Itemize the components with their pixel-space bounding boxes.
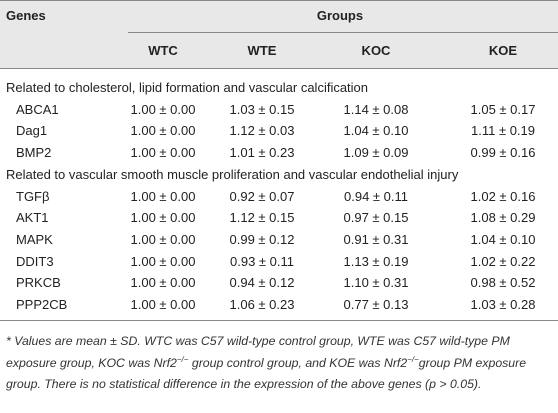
groups-rule	[128, 32, 558, 33]
cell-value: 1.00 ± 0.00	[130, 123, 196, 139]
cell-value: 1.02 ± 0.22	[470, 253, 536, 269]
cell-value: 1.04 ± 0.10	[343, 123, 409, 139]
cell-value: 1.10 ± 0.31	[343, 275, 409, 291]
footnote-text: group PM exposure group. There is no sta…	[6, 355, 527, 392]
gene-name: DDIT3	[16, 253, 54, 269]
cell-value: 0.77 ± 0.13	[343, 297, 409, 312]
top-rule	[0, 0, 558, 1]
cell-value: 1.00 ± 0.00	[130, 297, 196, 312]
cell-value: 0.94 ± 0.11	[344, 188, 408, 204]
cell-value: 1.03 ± 0.15	[229, 101, 295, 117]
gene-name: PPP2CB	[16, 297, 68, 312]
cell-value: 0.91 ± 0.31	[343, 231, 409, 247]
cell-value: 1.06 ± 0.23	[229, 297, 295, 312]
cell-value: 1.14 ± 0.08	[343, 101, 409, 117]
gene-name: TGFβ	[16, 188, 50, 204]
cell-value: 1.02 ± 0.16	[470, 188, 536, 204]
footnote-text: group control group, and KOE was Nrf2	[188, 355, 408, 370]
cell-value: 1.12 ± 0.15	[229, 210, 295, 226]
groups-header: Groups	[316, 8, 364, 23]
gene-name: AKT1	[16, 210, 49, 226]
cell-value: 0.99 ± 0.16	[470, 145, 536, 161]
gene-name: ABCA1	[16, 101, 59, 117]
cell-value: 1.00 ± 0.00	[130, 231, 196, 247]
cell-value: 1.00 ± 0.00	[130, 188, 196, 204]
cell-value: 1.13 ± 0.19	[343, 253, 409, 269]
section-title: Related to vascular smooth muscle prolif…	[6, 166, 459, 182]
genes-header: Genes	[6, 8, 46, 23]
cell-value: 1.00 ± 0.00	[130, 210, 196, 226]
section-title: Related to cholesterol, lipid formation …	[6, 80, 369, 95]
cell-value: 0.98 ± 0.52	[470, 275, 536, 291]
cell-value: 0.97 ± 0.15	[343, 210, 409, 226]
gene-name: PRKCB	[16, 275, 61, 291]
gene-name: Dag1	[16, 123, 48, 139]
column-header: WTC	[148, 43, 178, 58]
cell-value: 0.93 ± 0.11	[230, 253, 294, 269]
cell-value: 1.08 ± 0.29	[470, 210, 536, 226]
superscript: −/−	[176, 354, 189, 364]
header-rule	[0, 68, 558, 69]
column-header: WTE	[247, 43, 277, 58]
cell-value: 1.04 ± 0.10	[470, 231, 536, 247]
cell-value: 1.00 ± 0.00	[130, 145, 196, 161]
cell-value: 1.03 ± 0.28	[470, 297, 536, 312]
column-header: KOC	[361, 43, 391, 58]
cell-value: 0.94 ± 0.12	[229, 275, 295, 291]
header-background	[0, 0, 558, 69]
cell-value: 1.00 ± 0.00	[130, 253, 196, 269]
cell-value: 1.01 ± 0.23	[229, 145, 295, 161]
cell-value: 1.09 ± 0.09	[343, 145, 409, 161]
gene-name: MAPK	[16, 231, 53, 247]
cell-value: 1.05 ± 0.17	[470, 101, 536, 117]
footnote: * Values are mean ± SD. WTC was C57 wild…	[6, 331, 552, 396]
footnote-text: * Values are mean ± SD. WTC was C57 wild…	[6, 334, 510, 370]
superscript: −/−	[407, 354, 419, 364]
cell-value: 0.99 ± 0.12	[229, 231, 295, 247]
bottom-rule	[0, 320, 558, 321]
cell-value: 1.00 ± 0.00	[130, 275, 196, 291]
cell-value: 0.92 ± 0.07	[229, 188, 295, 204]
cell-value: 1.11 ± 0.19	[471, 123, 535, 139]
cell-value: 1.00 ± 0.00	[130, 101, 196, 117]
gene-name: BMP2	[16, 145, 52, 161]
column-header: KOE	[488, 43, 518, 58]
cell-value: 1.12 ± 0.03	[229, 123, 295, 139]
